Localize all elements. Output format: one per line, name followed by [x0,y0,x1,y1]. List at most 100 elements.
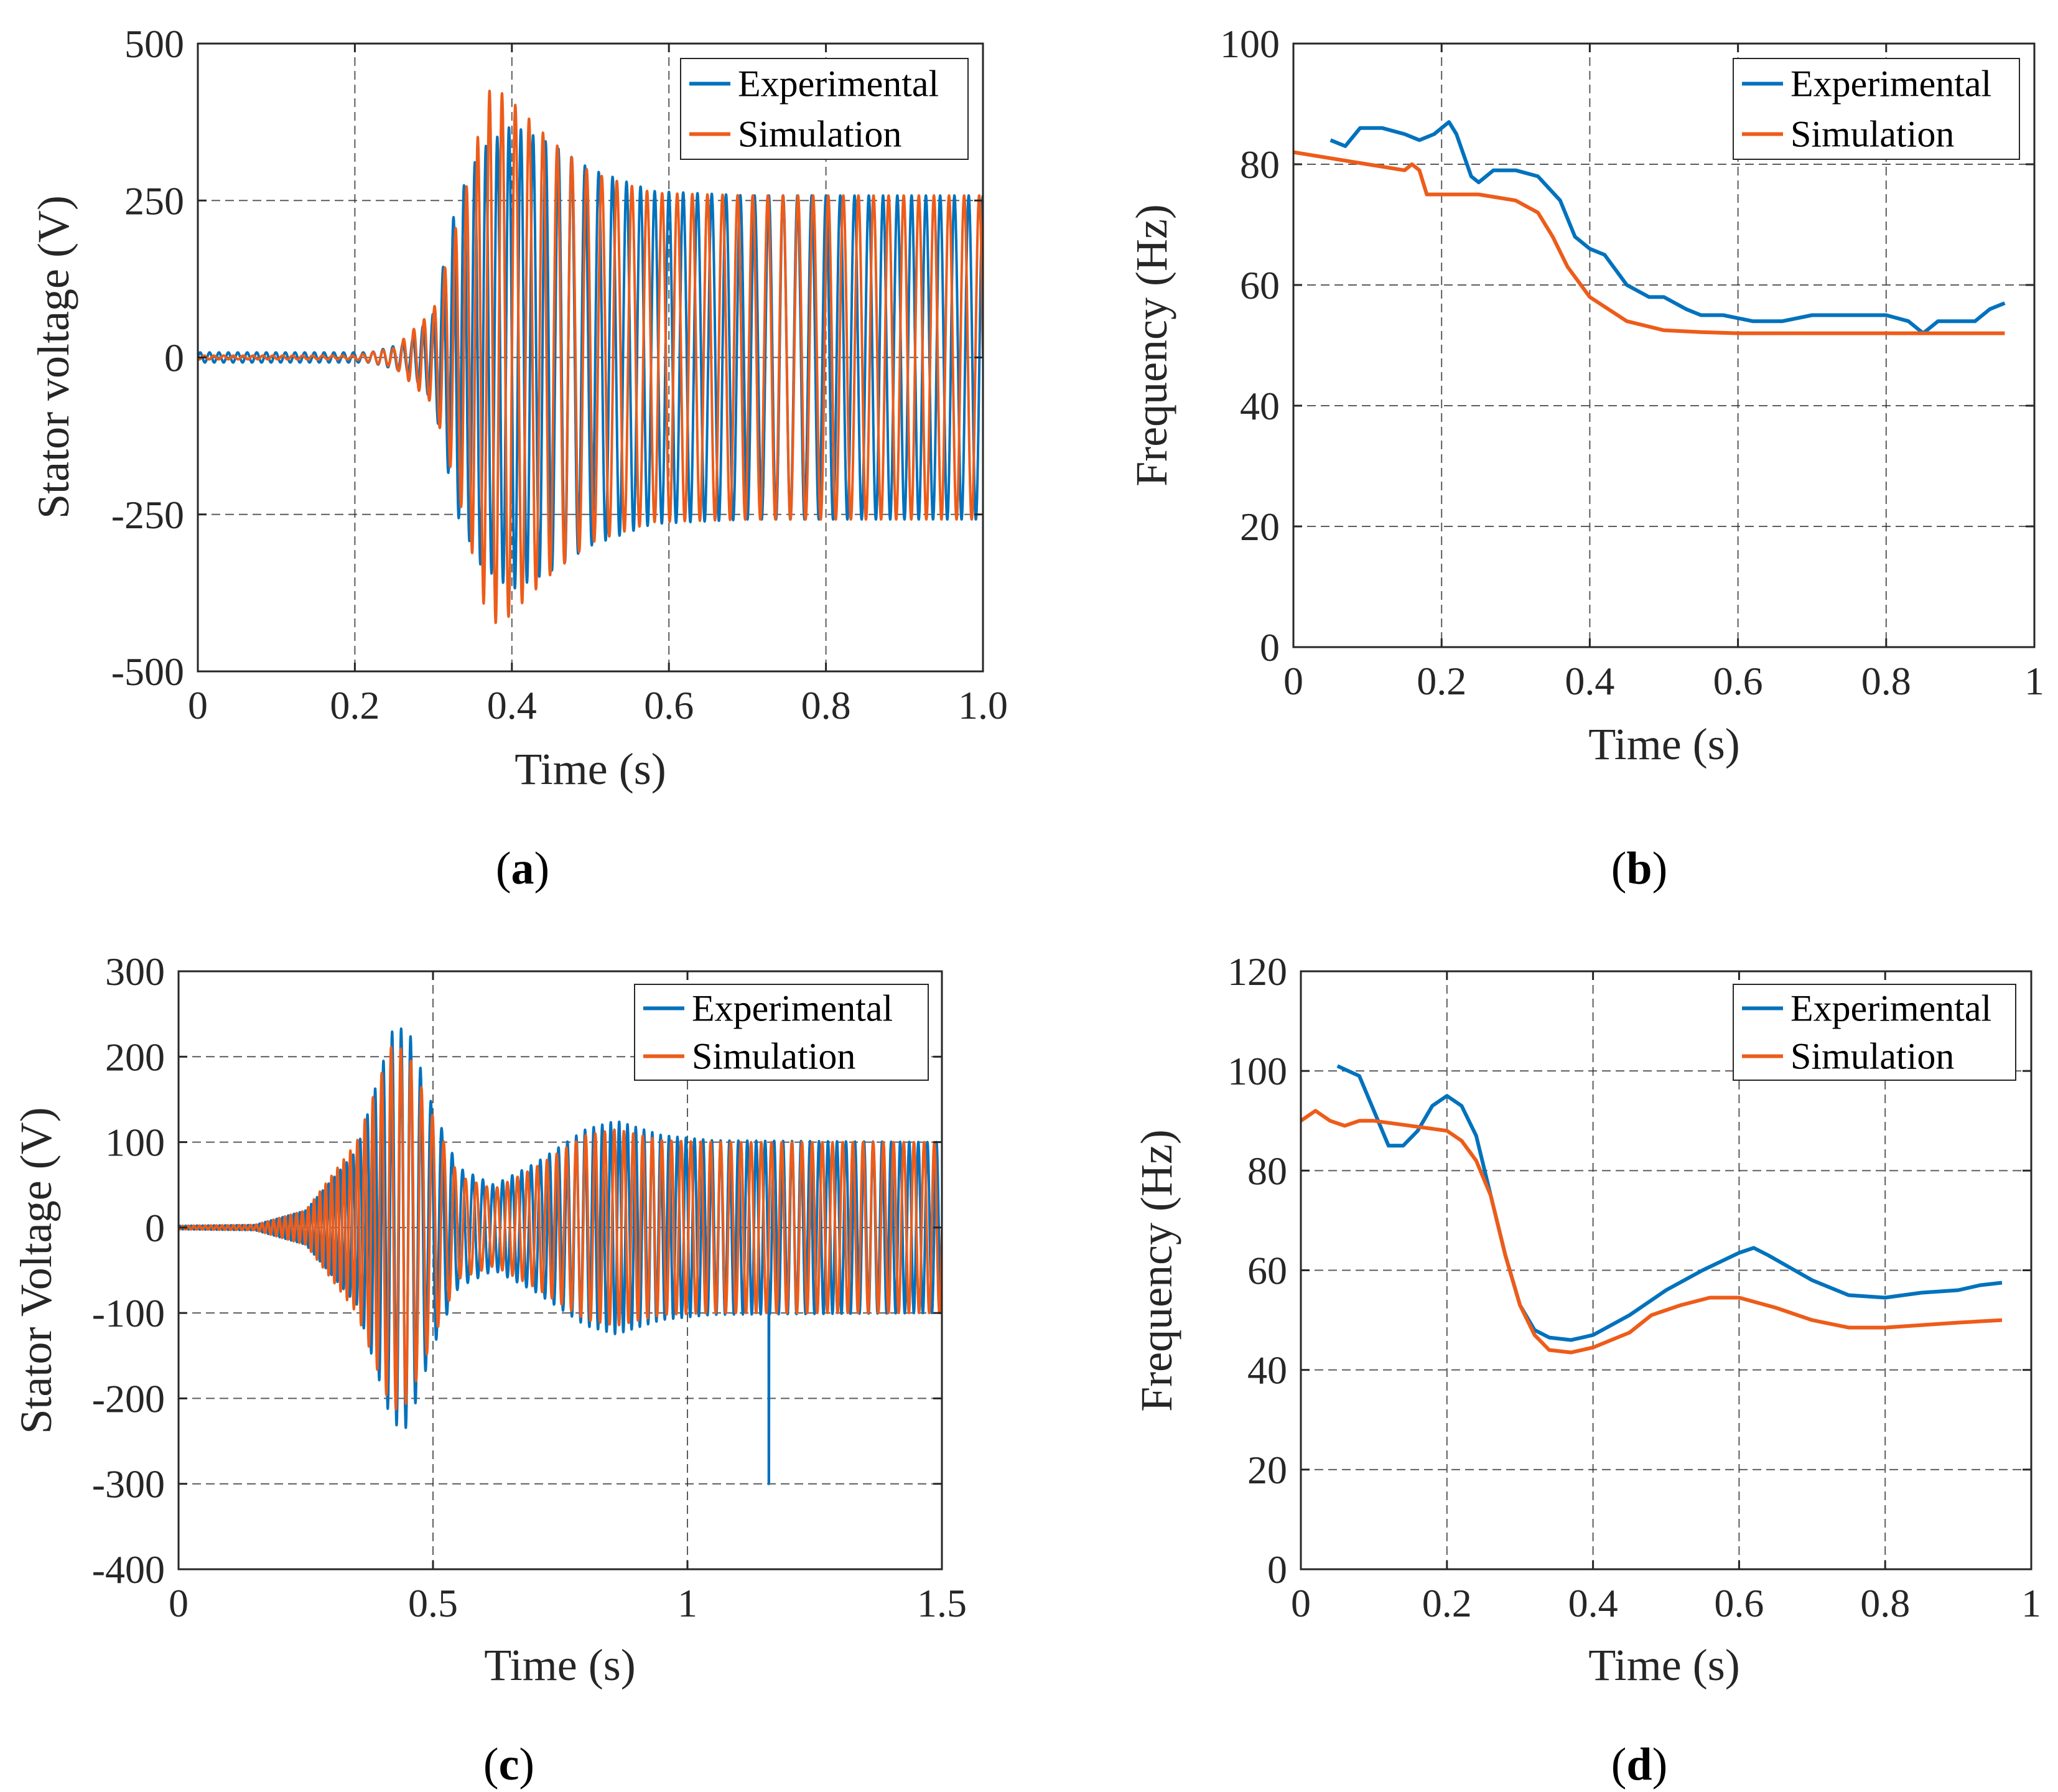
x-axis-label: Time (s) [484,1640,635,1690]
y-tick-label: 40 [1240,384,1280,428]
x-tick-label: 0.4 [1565,659,1614,703]
legend-box [1733,984,2016,1081]
y-tick-label: 100 [1220,22,1280,66]
x-axis-label: Time (s) [1588,1640,1739,1690]
x-tick-label: 1.5 [917,1581,967,1625]
series-group [1293,120,2006,335]
legend: Experimental Simulation [1733,984,2016,1081]
x-tick-label: 0.5 [408,1581,458,1625]
legend-label-simulation: Simulation [692,1036,855,1077]
caption-letter: c [499,1739,519,1790]
y-tick-label: 250 [124,179,184,223]
panel-caption: (d) [1611,1739,1667,1790]
ticks: 0 0.5 1 1.5 -400 -300 -200 -100 0 100 200 300 [92,950,967,1625]
legend-label-experimental: Experimental [692,988,893,1029]
x-tick-label: 0 [1283,659,1303,703]
x-tick-label: 1 [2021,1581,2041,1625]
caption-letter: a [511,843,534,894]
y-tick-label: 20 [1247,1448,1287,1492]
y-tick-label: 200 [105,1035,165,1079]
series-line-experimental [198,126,983,590]
legend: Experimental Simulation [1733,58,2020,160]
caption-letter: b [1626,843,1652,894]
series-group [198,90,983,624]
series-line-simulation [1293,150,2005,335]
panel-a: 0 0.2 0.4 0.6 0.8 1.0 -500 -250 0 250 500 Time (s) S… [29,22,1008,894]
legend-label-simulation: Simulation [1790,1036,1954,1077]
series-group [1301,1064,2003,1355]
plot-frame [177,970,943,1570]
legend: Experimental Simulation [634,984,929,1081]
caption-close-paren: ) [1652,843,1668,894]
ticks: 0 0.2 0.4 0.6 0.8 1.0 -500 -250 0 250 500 [111,22,1008,727]
y-tick-label: 0 [145,1206,165,1250]
y-tick-label: -200 [92,1376,165,1421]
legend: Experimental Simulation [680,58,969,160]
panel-b: 0 0.2 0.4 0.6 0.8 1 0 20 40 60 80 100 Time (s) Freque… [1127,22,2044,894]
x-tick-label: 0.8 [1861,659,1911,703]
x-tick-label: 0.8 [801,683,851,727]
x-tick-label: 0.6 [1713,659,1763,703]
legend-label-simulation: Simulation [738,114,901,155]
y-axis-label: Stator Voltage (V) [11,1107,61,1434]
x-tick-label: 1 [677,1581,697,1625]
caption-letter: d [1626,1739,1652,1790]
x-tick-label: 0 [188,683,208,727]
y-tick-label: -400 [92,1547,165,1592]
legend-label-experimental: Experimental [738,63,939,105]
x-tick-label: 0.2 [1417,659,1466,703]
series-line-simulation [198,90,983,624]
x-tick-label: 0.8 [1860,1581,1910,1625]
series-group [179,1027,942,1485]
y-tick-label: 20 [1240,505,1280,549]
series-line-simulation [1301,1109,2003,1355]
y-axis-label: Frequency (Hz) [1132,1129,1181,1412]
caption-open-paren: ( [483,1739,499,1790]
y-tick-label: -250 [111,493,184,537]
y-tick-label: 0 [1260,625,1280,670]
x-tick-label: 0.6 [644,683,694,727]
x-tick-label: 0.2 [1422,1581,1472,1625]
legend-box [1733,58,2020,160]
ticks: 0 0.2 0.4 0.6 0.8 1 0 20 40 60 80 100 120 [1227,950,2041,1625]
x-tick-label: 0.4 [487,683,537,727]
caption-open-paren: ( [1611,843,1627,894]
x-axis-label: Time (s) [1588,719,1739,769]
x-tick-label: 0 [1291,1581,1311,1625]
y-axis-label: Frequency (Hz) [1127,204,1176,487]
x-axis-label: Time (s) [514,744,666,794]
panel-caption: (b) [1611,843,1667,894]
y-tick-label: 80 [1247,1149,1287,1193]
y-tick-label: -500 [111,650,184,694]
x-tick-label: 0.2 [330,683,379,727]
x-tick-label: 0.4 [1568,1581,1618,1625]
y-tick-label: 0 [1267,1547,1287,1592]
y-tick-label: -100 [92,1291,165,1335]
panel-caption: (a) [496,843,549,894]
panel-caption: (c) [483,1739,534,1790]
y-tick-label: 120 [1227,950,1287,994]
x-tick-label: 0.6 [1714,1581,1764,1625]
series-line-experimental [1336,1064,2003,1342]
y-tick-label: 100 [1227,1049,1287,1093]
legend-box [634,984,929,1081]
legend-label-experimental: Experimental [1790,988,1991,1029]
y-axis-label: Stator voltage (V) [29,195,78,519]
legend-label-experimental: Experimental [1790,63,1991,105]
y-tick-label: 40 [1247,1348,1287,1393]
series-line-simulation [179,1046,942,1411]
y-tick-label: 0 [164,336,184,380]
y-tick-label: 300 [105,950,165,994]
y-tick-label: 500 [124,22,184,66]
ticks: 0 0.2 0.4 0.6 0.8 1 0 20 40 60 80 100 [1220,22,2044,703]
panel-d: 0 0.2 0.4 0.6 0.8 1 0 20 40 60 80 100 120 Time (s) Fre… [1132,950,2041,1790]
y-tick-label: 60 [1240,263,1280,307]
y-tick-label: -300 [92,1462,165,1506]
series-line-experimental [179,1027,942,1485]
x-tick-label: 1 [2024,659,2044,703]
x-tick-label: 1.0 [958,683,1008,727]
x-tick-label: 0 [169,1581,189,1625]
caption-close-paren: ) [534,843,550,894]
y-tick-label: 60 [1247,1249,1287,1293]
legend-label-simulation: Simulation [1790,114,1954,155]
